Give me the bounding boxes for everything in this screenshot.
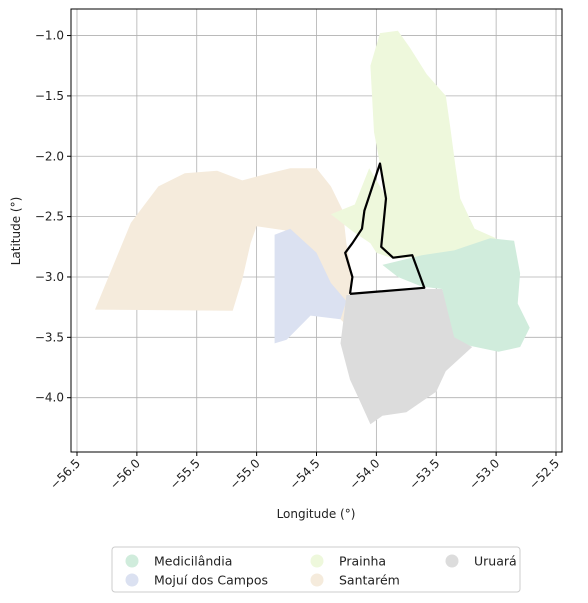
- legend-swatch: [126, 574, 139, 587]
- x-axis-label: Longitude (°): [277, 507, 356, 521]
- y-tick-label: −3.5: [35, 330, 64, 344]
- y-tick-label: −1.0: [35, 29, 64, 43]
- y-axis-label: Latitude (°): [9, 197, 23, 266]
- legend-swatch: [446, 555, 459, 568]
- y-tick-label: −2.5: [35, 210, 64, 224]
- legend-label: Uruará: [474, 554, 517, 569]
- legend: Medicilândia Mojuí dos Campos Prainha Santa…: [112, 547, 520, 592]
- legend-label: Mojuí dos Campos: [154, 573, 268, 588]
- legend-label: Santarém: [339, 573, 400, 588]
- legend-swatch: [126, 555, 139, 568]
- legend-label: Prainha: [339, 554, 386, 569]
- legend-swatch: [311, 555, 324, 568]
- y-tick-label: −1.5: [35, 89, 64, 103]
- legend-label: Medicilândia: [154, 554, 232, 569]
- y-tick-label: −2.0: [35, 149, 64, 163]
- y-tick-label: −3.0: [35, 270, 64, 284]
- y-tick-label: −4.0: [35, 391, 64, 405]
- legend-swatch: [311, 574, 324, 587]
